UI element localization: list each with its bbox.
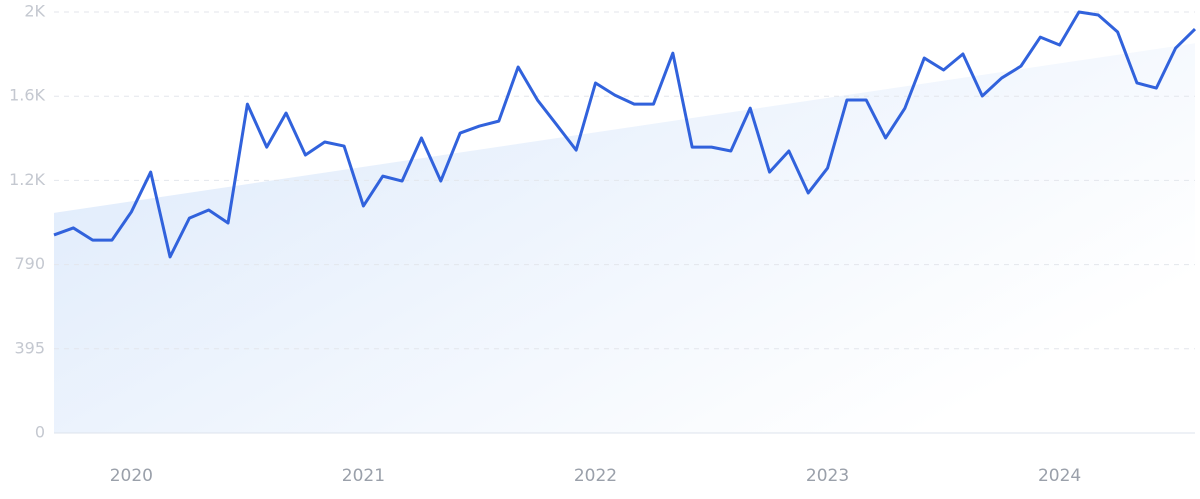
y-tick-label: 2K (24, 2, 45, 21)
y-tick-label: 1.6K (9, 86, 45, 105)
x-tick-label: 2024 (1038, 466, 1081, 486)
x-tick-label: 2020 (110, 466, 153, 486)
trend-area (54, 43, 1195, 434)
series-line (53, 10, 1197, 259)
x-tick-label: 2021 (342, 466, 385, 486)
y-tick-label: 395 (14, 338, 45, 357)
y-tick-label: 1.2K (9, 170, 45, 189)
x-tick-label: 2022 (574, 466, 617, 486)
x-tick-label: 2023 (806, 466, 849, 486)
y-tick-label: 0 (35, 423, 45, 442)
y-tick-label: 790 (14, 254, 45, 273)
